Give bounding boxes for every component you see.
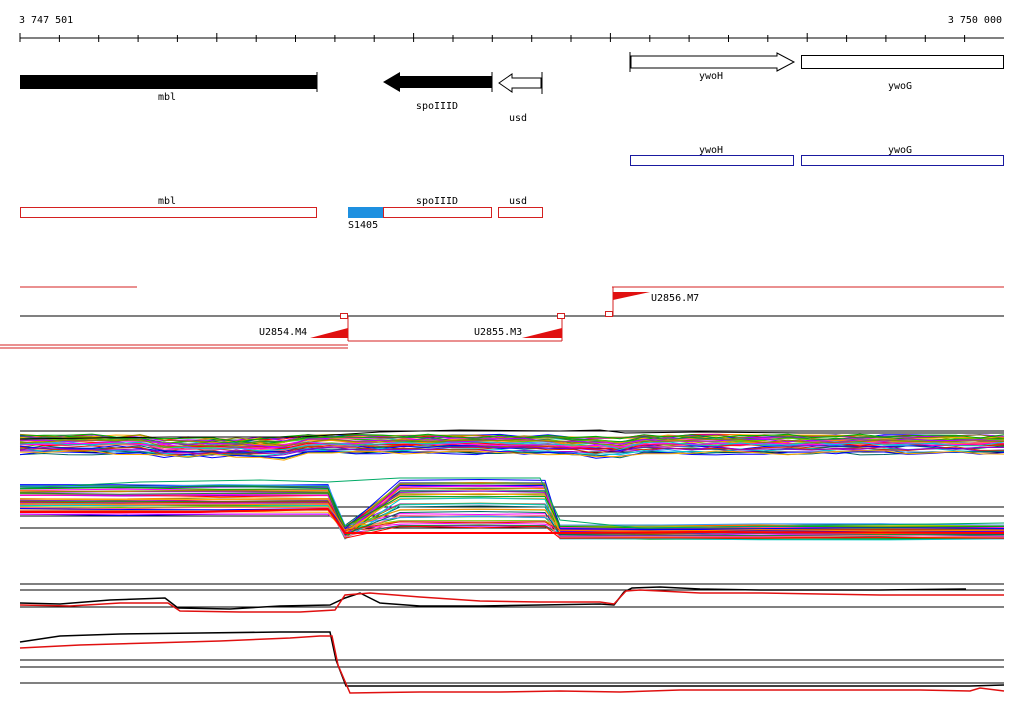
red-annotation-track: mbl spoIIID usd S1405	[20, 196, 543, 231]
gene-ywoH[interactable]	[630, 52, 796, 72]
red-mbl-box[interactable]	[20, 207, 317, 218]
gene-ywoG-label: ywoG	[888, 81, 912, 92]
expression-profile-line	[19, 484, 1005, 526]
tu-U2854-label: U2854.M4	[259, 327, 307, 338]
profile-highlight-black	[19, 429, 1004, 440]
expression-profile-line	[19, 492, 1005, 537]
tu-U2856-terminator	[605, 311, 613, 317]
expression-profile-line	[19, 485, 1005, 535]
gene-mbl-label: mbl	[158, 92, 176, 103]
blue-ywoG-box[interactable]	[801, 155, 1004, 166]
tu-U2854-terminator	[340, 313, 348, 319]
tu-U2856-flag[interactable]	[613, 292, 650, 300]
blue-ywoH-box[interactable]	[630, 155, 794, 166]
ruler-start-label: 3 747 501	[19, 15, 73, 26]
panel-b-profile-red	[19, 635, 1005, 694]
expression-profile-line	[19, 503, 1005, 532]
gene-usd-label: usd	[509, 113, 527, 124]
expression-profile-line	[19, 513, 1005, 528]
red-spoIIID-box[interactable]	[383, 207, 492, 218]
blue-ywoG-label: ywoG	[888, 145, 912, 156]
expression-profile-line	[19, 441, 1005, 450]
profile-highlight-red	[20, 507, 1005, 534]
coordinate-ruler: 3 747 501 3 750 000	[19, 15, 1004, 42]
red-spoIIID-label: spoIIID	[416, 196, 458, 207]
expression-profiles-top	[19, 429, 1005, 461]
red-mbl-label: mbl	[158, 196, 176, 207]
blue-ywoH-label: ywoH	[699, 145, 723, 156]
gene-mbl[interactable]	[20, 75, 317, 89]
gene-spoIIID-label: spoIIID	[416, 101, 458, 112]
expression-profile-line	[19, 494, 1005, 539]
tu-U2854-flag[interactable]	[310, 328, 348, 338]
ruler-ticks	[19, 33, 966, 42]
expression-profile-line	[19, 438, 1005, 448]
profile-panel-b	[19, 631, 1005, 694]
tu-U2856-label: U2856.M7	[651, 293, 699, 304]
gene-track: mbl spoIIID usd ywoH ywoG	[20, 52, 1004, 124]
red-usd-label: usd	[509, 196, 527, 207]
expression-profile-line	[19, 478, 1005, 530]
tu-U2855-terminator	[557, 313, 565, 319]
transcription-unit-track: U2856.M7 U2854.M4 U2855.M3	[0, 286, 1004, 349]
tu-U2855-label: U2855.M3	[474, 327, 522, 338]
expression-profiles-middle	[19, 477, 1005, 541]
expression-profile-line	[19, 444, 1004, 453]
panel-a-profile-black	[19, 586, 967, 610]
gene-usd[interactable]	[498, 73, 542, 93]
gene-spoIIID[interactable]	[383, 72, 492, 92]
expression-profile-line	[19, 506, 1005, 538]
panel-b-profile-black	[19, 631, 1005, 687]
profile-panel-a	[19, 583, 1004, 613]
expression-profile-line	[19, 445, 1005, 456]
tu-U2855-flag[interactable]	[522, 328, 562, 338]
blue-annotation-track: ywoH ywoG	[630, 145, 1004, 166]
red-usd-box[interactable]	[498, 207, 543, 218]
ruler-end-label: 3 750 000	[948, 15, 1002, 26]
segment-S1405[interactable]	[348, 207, 383, 218]
segment-S1405-label: S1405	[348, 220, 378, 231]
gene-ywoG[interactable]	[801, 55, 1004, 69]
profile-highlight-green	[19, 477, 1005, 529]
expression-profile-line	[19, 450, 1005, 461]
panel-a-profile-red	[19, 589, 1004, 613]
expression-profile-line	[19, 441, 1005, 452]
gene-ywoH-label: ywoH	[699, 71, 723, 82]
expression-profile-line	[19, 433, 1005, 443]
